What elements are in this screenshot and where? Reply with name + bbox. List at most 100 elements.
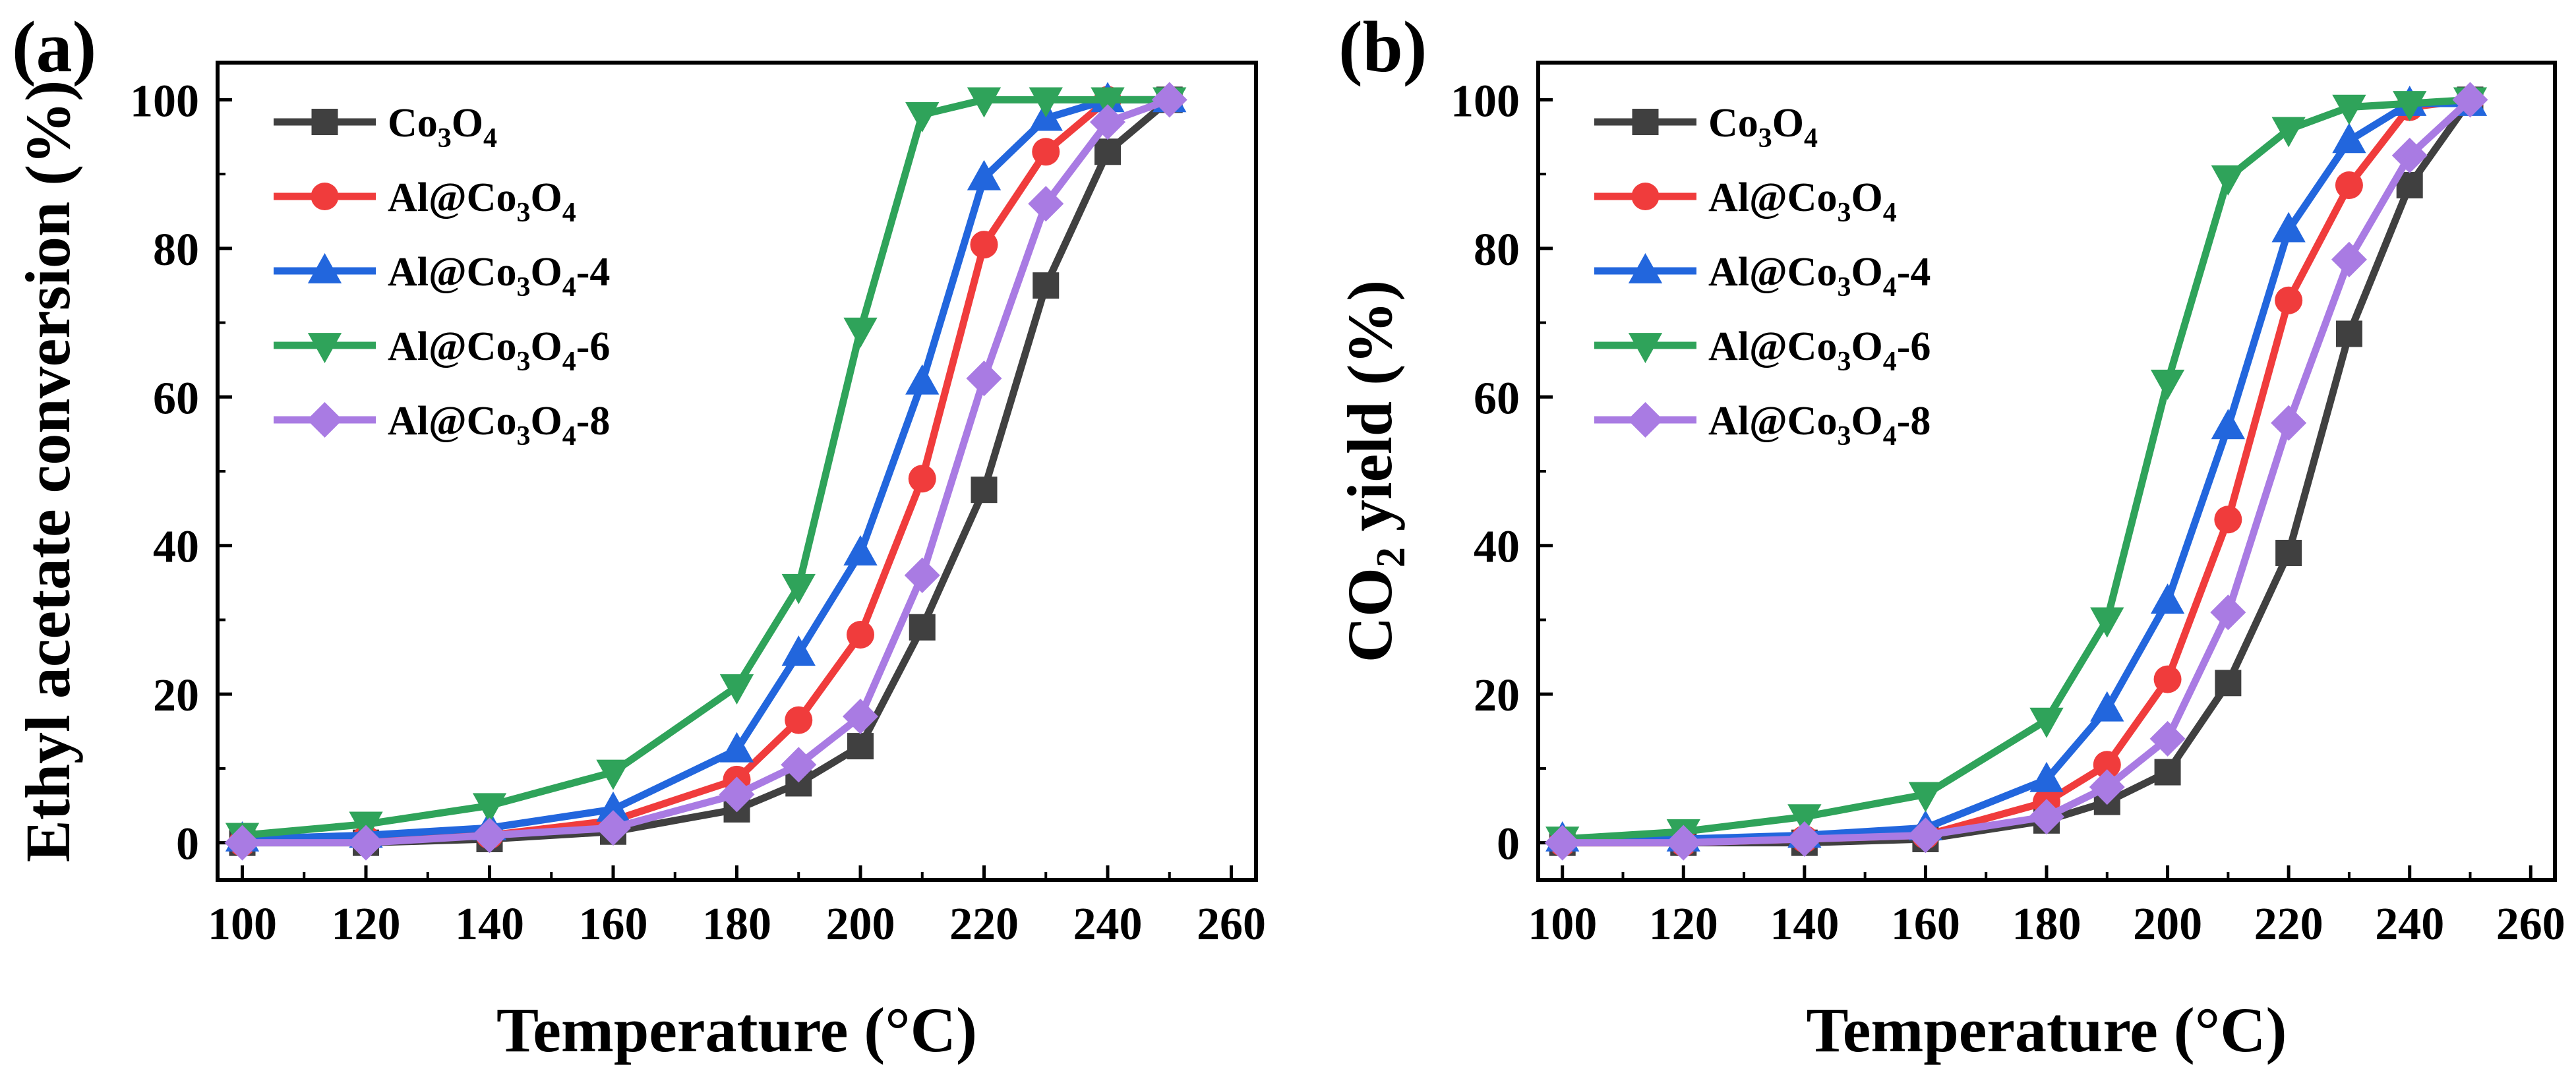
x-tick-label: 240 <box>2375 899 2444 950</box>
data-point <box>2335 320 2362 347</box>
data-point <box>1665 825 1702 861</box>
legend-item: Co3O4 <box>1594 101 1818 154</box>
data-point <box>1029 87 1063 118</box>
series-line <box>242 96 1170 843</box>
series-line <box>242 96 1170 847</box>
data-point <box>843 699 878 734</box>
x-tick-label: 140 <box>455 899 524 950</box>
panel-label: (a) <box>12 7 96 87</box>
data-point <box>2271 212 2306 243</box>
data-point <box>2271 117 2306 148</box>
data-point <box>909 614 936 641</box>
data-point <box>2150 583 2185 614</box>
x-axis-title: Temperature (°C) <box>496 995 977 1065</box>
x-tick-label: 240 <box>1073 899 1143 950</box>
y-tick-label: 20 <box>153 670 199 721</box>
x-tick-label: 120 <box>332 899 401 950</box>
data-point <box>1094 138 1121 165</box>
series-Al@Co3O4-8 <box>1544 82 2488 861</box>
data-point <box>843 535 878 566</box>
y-tick-label: 60 <box>1474 373 1520 424</box>
y-tick-label: 100 <box>1451 76 1520 127</box>
data-point <box>595 810 631 846</box>
data-point <box>1786 821 1822 857</box>
y-axis-title: Ethyl acetate conversion (%) <box>13 80 83 862</box>
chart-panel-b: (b) 100 120 140 160 180 200 220 240 260 0 20 40 60 80 1… <box>1334 7 2565 1065</box>
legend-marker <box>1628 333 1663 363</box>
data-point <box>1032 138 1060 166</box>
data-point <box>781 573 816 604</box>
data-point <box>471 817 508 854</box>
series-line <box>1562 100 2471 843</box>
data-point <box>843 317 878 348</box>
legend-label: Al@Co3O4 <box>1708 175 1897 228</box>
data-point <box>971 477 998 504</box>
data-point <box>2393 91 2427 121</box>
x-tick-label: 180 <box>702 899 771 950</box>
y-axis-title-main: CO <box>1334 567 1405 662</box>
x-tick-label: 260 <box>2496 899 2565 950</box>
data-point <box>967 87 1002 118</box>
legend-item: Al@Co3O4-4 <box>274 250 610 303</box>
data-point <box>2452 82 2488 118</box>
series-line <box>1562 96 2471 847</box>
data-point <box>1907 817 1944 854</box>
x-tick-label: 200 <box>2133 899 2202 950</box>
series-line <box>242 97 1172 847</box>
data-point <box>719 776 755 813</box>
data-point <box>596 759 630 790</box>
legend-marker <box>307 253 342 283</box>
legend-label: Co3O4 <box>1708 101 1818 154</box>
data-point <box>2335 171 2363 199</box>
data-point <box>2275 286 2303 314</box>
x-tick-label: 100 <box>208 899 277 950</box>
legend-label: Al@Co3O4 <box>388 175 576 228</box>
legend-marker <box>1631 183 1660 210</box>
legend-marker <box>311 183 339 210</box>
data-point <box>1033 272 1060 299</box>
data-point <box>1090 104 1125 140</box>
x-tick-label: 220 <box>949 899 1019 950</box>
x-tick-label: 120 <box>1649 899 1718 950</box>
x-tick-label: 180 <box>2012 899 2082 950</box>
data-point <box>2391 137 2428 173</box>
data-point <box>1544 825 1580 861</box>
series-line <box>242 96 1171 847</box>
data-point <box>905 102 940 132</box>
data-point <box>781 635 816 666</box>
y-axis-title-subscript: 2 <box>1369 547 1414 567</box>
y-tick-label: 40 <box>153 522 199 573</box>
y-tick-label: 80 <box>1474 225 1520 276</box>
legend-item: Al@Co3O4 <box>274 175 576 228</box>
y-axis-title: CO2 yield (%) <box>1334 280 1414 662</box>
legend-item: Co3O4 <box>274 101 497 154</box>
data-point <box>2331 241 2367 277</box>
legend-item: Al@Co3O4-4 <box>1594 250 1931 303</box>
legend-marker <box>311 109 338 135</box>
data-point <box>2153 665 2182 693</box>
data-point <box>1787 804 1822 835</box>
data-point <box>847 621 874 649</box>
legend: Co3O4 Al@Co3O4 Al@Co3O4-4 Al@Co3O4-6 Al@Co3O… <box>274 101 610 451</box>
legend-marker <box>307 333 342 363</box>
x-tick-label: 140 <box>1770 899 1839 950</box>
data-point <box>2271 405 2307 441</box>
data-point <box>904 557 940 593</box>
series-line <box>1562 97 2473 847</box>
chart-panel-a: (a) 100 120 140 160 180 200 220 240 260 0 20 40 60 80 1… <box>12 7 1266 1065</box>
legend-marker <box>1627 402 1663 438</box>
x-axis-title: Temperature (°C) <box>1807 995 2287 1065</box>
series-Al@Co3O4-6 <box>1545 87 2488 857</box>
data-point <box>1091 87 1125 118</box>
data-point <box>719 674 754 705</box>
data-point <box>2154 759 2181 786</box>
legend-label: Al@Co3O4-4 <box>1708 250 1931 303</box>
legend: Co3O4 Al@Co3O4 Al@Co3O4-4 Al@Co3O4-6 Al@Co3O… <box>1594 101 1931 451</box>
data-point <box>966 361 1002 397</box>
legend-item: Al@Co3O4-6 <box>1594 324 1931 377</box>
x-tick-label: 160 <box>1891 899 1960 950</box>
data-point <box>781 747 817 783</box>
data-point <box>2093 751 2121 779</box>
data-point <box>2149 720 2186 757</box>
data-point <box>970 231 998 259</box>
